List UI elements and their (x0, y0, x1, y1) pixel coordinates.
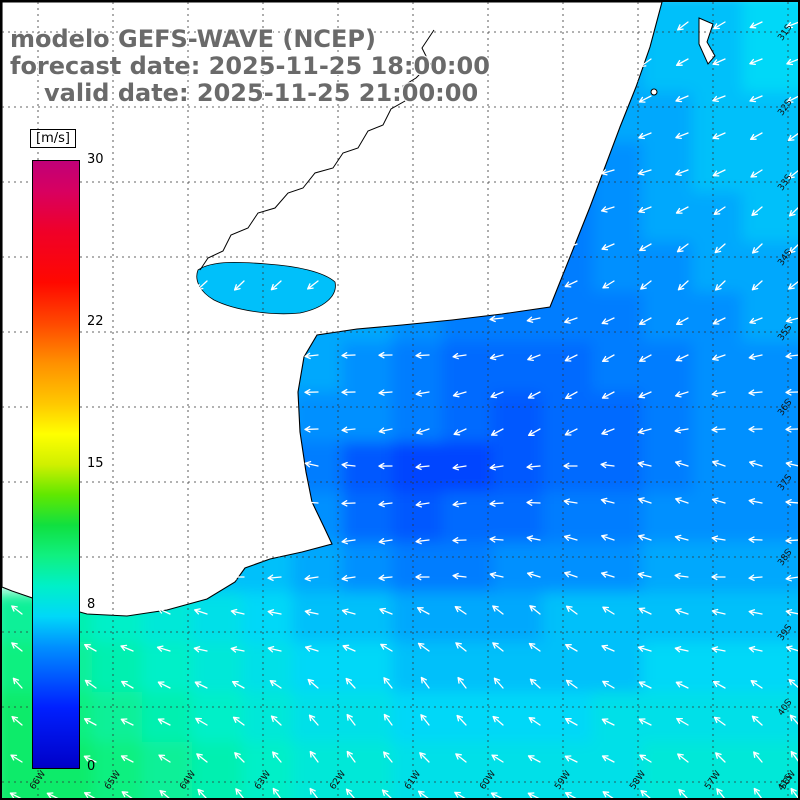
model-name: modelo GEFS-WAVE (NCEP) (10, 25, 376, 53)
coastal-island (698, 17, 716, 65)
landmass (2, 2, 663, 617)
colorbar-unit-label: [m/s] (30, 129, 76, 148)
colorbar-tick-label: 0 (87, 759, 96, 774)
colorbar-tick-label: 22 (87, 313, 104, 329)
forecast-date: forecast date: 2025-11-25 18:00:00 (10, 52, 490, 80)
colorbar (32, 160, 80, 769)
coastal-lagoon (650, 88, 658, 96)
gulf-water (196, 261, 336, 315)
colorbar-tick-label: 15 (87, 455, 104, 471)
river-line (199, 29, 435, 271)
colorbar-tick-label: 8 (87, 597, 96, 613)
wave-direction-arrows (9, 21, 798, 798)
title-block: modelo GEFS-WAVE (NCEP) forecast date: 2… (10, 26, 490, 107)
colorbar-tick-label: 30 (87, 152, 104, 167)
valid-date: valid date: 2025-11-25 21:00:00 (44, 79, 479, 107)
